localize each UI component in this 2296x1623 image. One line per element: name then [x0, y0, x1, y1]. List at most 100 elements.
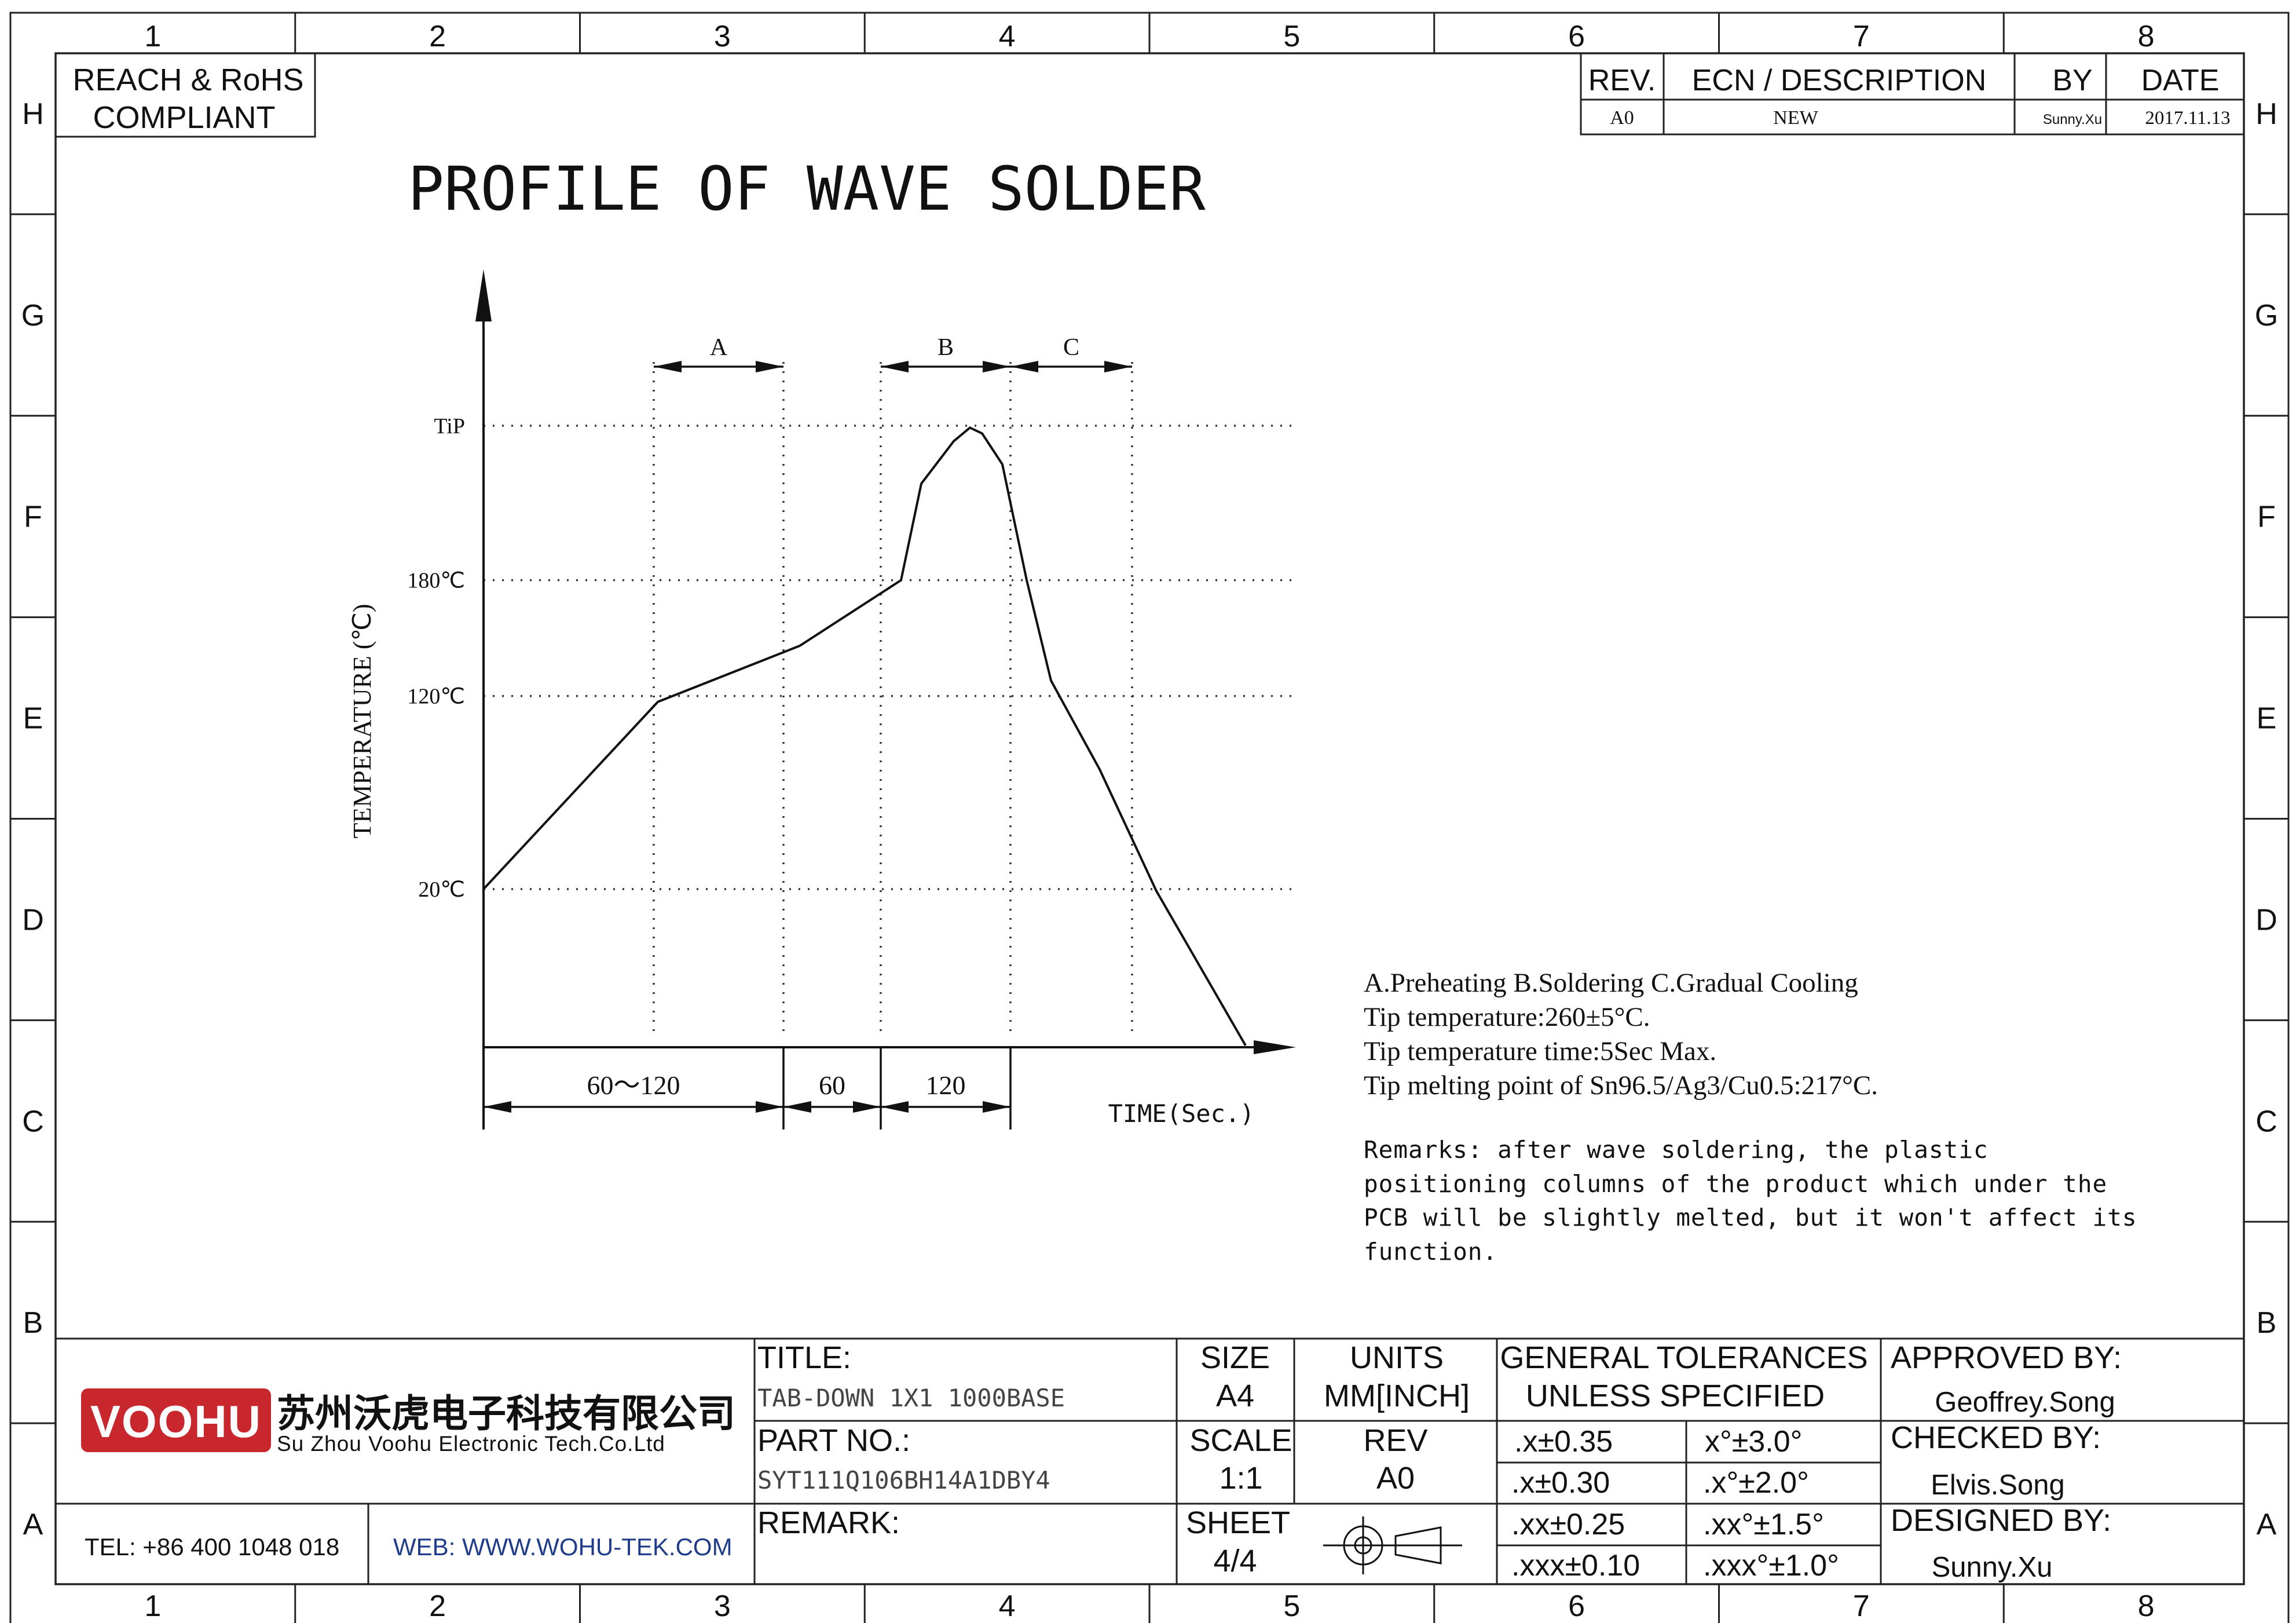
zone-row-left: E: [23, 702, 43, 736]
time-dimension-label: 60～120: [587, 1070, 680, 1100]
zone-row-right: E: [2257, 702, 2277, 736]
tolerance-linear-4: .xxx±0.10: [1511, 1549, 1640, 1582]
dimension-arrowhead: [881, 1101, 909, 1113]
zone-column-top: 4: [999, 20, 1016, 53]
dimension-arrowhead: [654, 361, 682, 372]
zone-row-right: B: [2257, 1306, 2277, 1340]
logo-text: VOOHU: [90, 1396, 262, 1447]
compliance-line2: COMPLIANT: [93, 100, 275, 135]
zone-column-top: 1: [144, 20, 161, 53]
tolerances-title1: GENERAL TOLERANCES: [1500, 1340, 1867, 1375]
phase-markers: A B C: [653, 334, 1133, 1034]
rev-block-value: A0: [1376, 1461, 1415, 1496]
zone-row-left: H: [22, 97, 44, 131]
phase-label: C: [1063, 334, 1079, 361]
company-tel: TEL: +86 400 1048 018: [85, 1533, 339, 1560]
zone-column-bottom: 1: [144, 1589, 161, 1623]
scale-label: SCALE: [1189, 1423, 1292, 1458]
ecn-header: ECN / DESCRIPTION: [1692, 64, 1987, 97]
y-tick-label: 120℃: [407, 685, 465, 709]
y-axis-label: TEMPERATURE (℃): [348, 604, 376, 838]
ecn-value: NEW: [1773, 107, 1818, 129]
y-tick-label: TiP: [434, 414, 465, 438]
sheet-label: SHEET: [1186, 1505, 1290, 1540]
zone-column-top: 8: [2138, 20, 2155, 53]
company-name-cn: 苏州沃虎电子科技有限公司: [277, 1392, 735, 1435]
zone-row-left: D: [22, 903, 44, 937]
part-label: PART NO.:: [757, 1423, 910, 1458]
revision-block: REV. ECN / DESCRIPTION BY DATE A0 NEW Su…: [1580, 52, 2245, 136]
phase-label: A: [710, 334, 728, 361]
part-value: SYT111Q106BH14A1DBY4: [757, 1466, 1050, 1494]
tolerance-linear-1: .x±0.35: [1514, 1425, 1613, 1458]
zone-row-left: F: [24, 500, 42, 534]
zone-row-right: A: [2257, 1508, 2277, 1541]
designed-label: DESIGNED BY:: [1891, 1503, 2111, 1538]
time-dimension-label: 120: [926, 1070, 966, 1100]
time-dimension-label: 60: [819, 1070, 845, 1100]
tolerance-angular-4: .xxx°±1.0°: [1703, 1549, 1839, 1582]
notes-tip-time: Tip temperature time:5Sec Max.: [1364, 1036, 1717, 1066]
zone-row-right: H: [2255, 97, 2277, 131]
rev-header: REV.: [1588, 64, 1656, 97]
tolerance-angular-2: .x°±2.0°: [1703, 1466, 1809, 1500]
zone-column-top: 3: [714, 20, 731, 53]
zone-column-bottom: 7: [1853, 1589, 1870, 1623]
zone-row-left: C: [22, 1105, 44, 1138]
tolerance-angular-1: x°±3.0°: [1705, 1425, 1802, 1458]
dimension-arrowhead: [1010, 361, 1038, 372]
approved-label: APPROVED BY:: [1891, 1340, 2122, 1375]
zone-grid: 1 1 2 2 3 3 4 4 5 5 6 6 7 7 8 8 H H G G F F E E D D C C B B A A: [10, 13, 2288, 1623]
first-angle-projection-icon: [1323, 1516, 1462, 1574]
zone-row-right: C: [2255, 1105, 2277, 1138]
dimension-arrowhead: [1104, 361, 1132, 372]
scale-value: 1:1: [1219, 1461, 1262, 1496]
company-web: WEB: WWW.WOHU-TEK.COM: [393, 1533, 733, 1560]
y-tick-label: 180℃: [407, 569, 465, 593]
date-header: DATE: [2141, 64, 2220, 97]
chart-axes: [475, 269, 1296, 1129]
chart-gridlines: [484, 425, 1296, 890]
compliance-line1: REACH & RoHS: [72, 63, 303, 97]
zone-column-top: 2: [429, 20, 446, 53]
date-value: 2017.11.13: [2145, 108, 2230, 129]
remark-line-1: Remarks: after wave soldering, the plast…: [1364, 1136, 1989, 1164]
zone-column-top: 6: [1568, 20, 1585, 53]
company-logo: VOOHU 苏州沃虎电子科技有限公司 Su Zhou Voohu Electro…: [81, 1388, 735, 1456]
tolerance-linear-3: .xx±0.25: [1511, 1508, 1625, 1541]
x-axis-label: TIME(Sec.): [1108, 1099, 1255, 1128]
zone-row-right: F: [2257, 500, 2276, 534]
zone-row-right: G: [2255, 299, 2278, 332]
size-value: A4: [1216, 1379, 1254, 1413]
dimension-arrowhead: [881, 361, 909, 372]
by-header: BY: [2052, 64, 2092, 97]
tolerance-linear-2: .x±0.30: [1511, 1466, 1610, 1500]
zone-column-top: 5: [1283, 20, 1300, 53]
remarks-text: Remarks: after wave soldering, the plast…: [1364, 1133, 2174, 1269]
checked-label: CHECKED BY:: [1891, 1420, 2101, 1455]
zone-column-bottom: 5: [1283, 1589, 1300, 1623]
remark-label: REMARK:: [757, 1505, 900, 1540]
zone-row-left: G: [21, 299, 45, 332]
zone-row-left: A: [23, 1508, 43, 1541]
rev-label: REV: [1363, 1423, 1427, 1458]
zone-column-bottom: 3: [714, 1589, 731, 1623]
dimension-arrowhead: [853, 1101, 881, 1113]
designed-value: Sunny.Xu: [1932, 1552, 2053, 1583]
remark-line-3: PCB will be slightly melted, but it won'…: [1364, 1204, 2137, 1231]
dimension-arrowhead: [783, 1101, 811, 1113]
company-name-en: Su Zhou Voohu Electronic Tech.Co.Ltd: [277, 1432, 665, 1456]
notes-phases: A.Preheating B.Soldering C.Gradual Cooli…: [1364, 968, 1858, 998]
wave-solder-chart: A B C 60～120 60 120 20℃ 120℃ 180℃ TiP TEMPERATU…: [348, 269, 1296, 1129]
sheet-value: 4/4: [1213, 1544, 1257, 1578]
dimension-arrowhead: [756, 1101, 783, 1113]
zone-row-left: B: [23, 1306, 43, 1340]
remark-line-2: positioning columns of the product which…: [1364, 1169, 2108, 1198]
dimension-arrowhead: [983, 1101, 1010, 1113]
process-notes: A.Preheating B.Soldering C.Gradual Cooli…: [1364, 966, 2174, 1269]
chart-title: PROFILE OF WAVE SOLDER: [408, 153, 1206, 224]
zone-column-top: 7: [1853, 20, 1870, 53]
size-label: SIZE: [1200, 1340, 1270, 1375]
zone-column-bottom: 4: [999, 1589, 1016, 1623]
